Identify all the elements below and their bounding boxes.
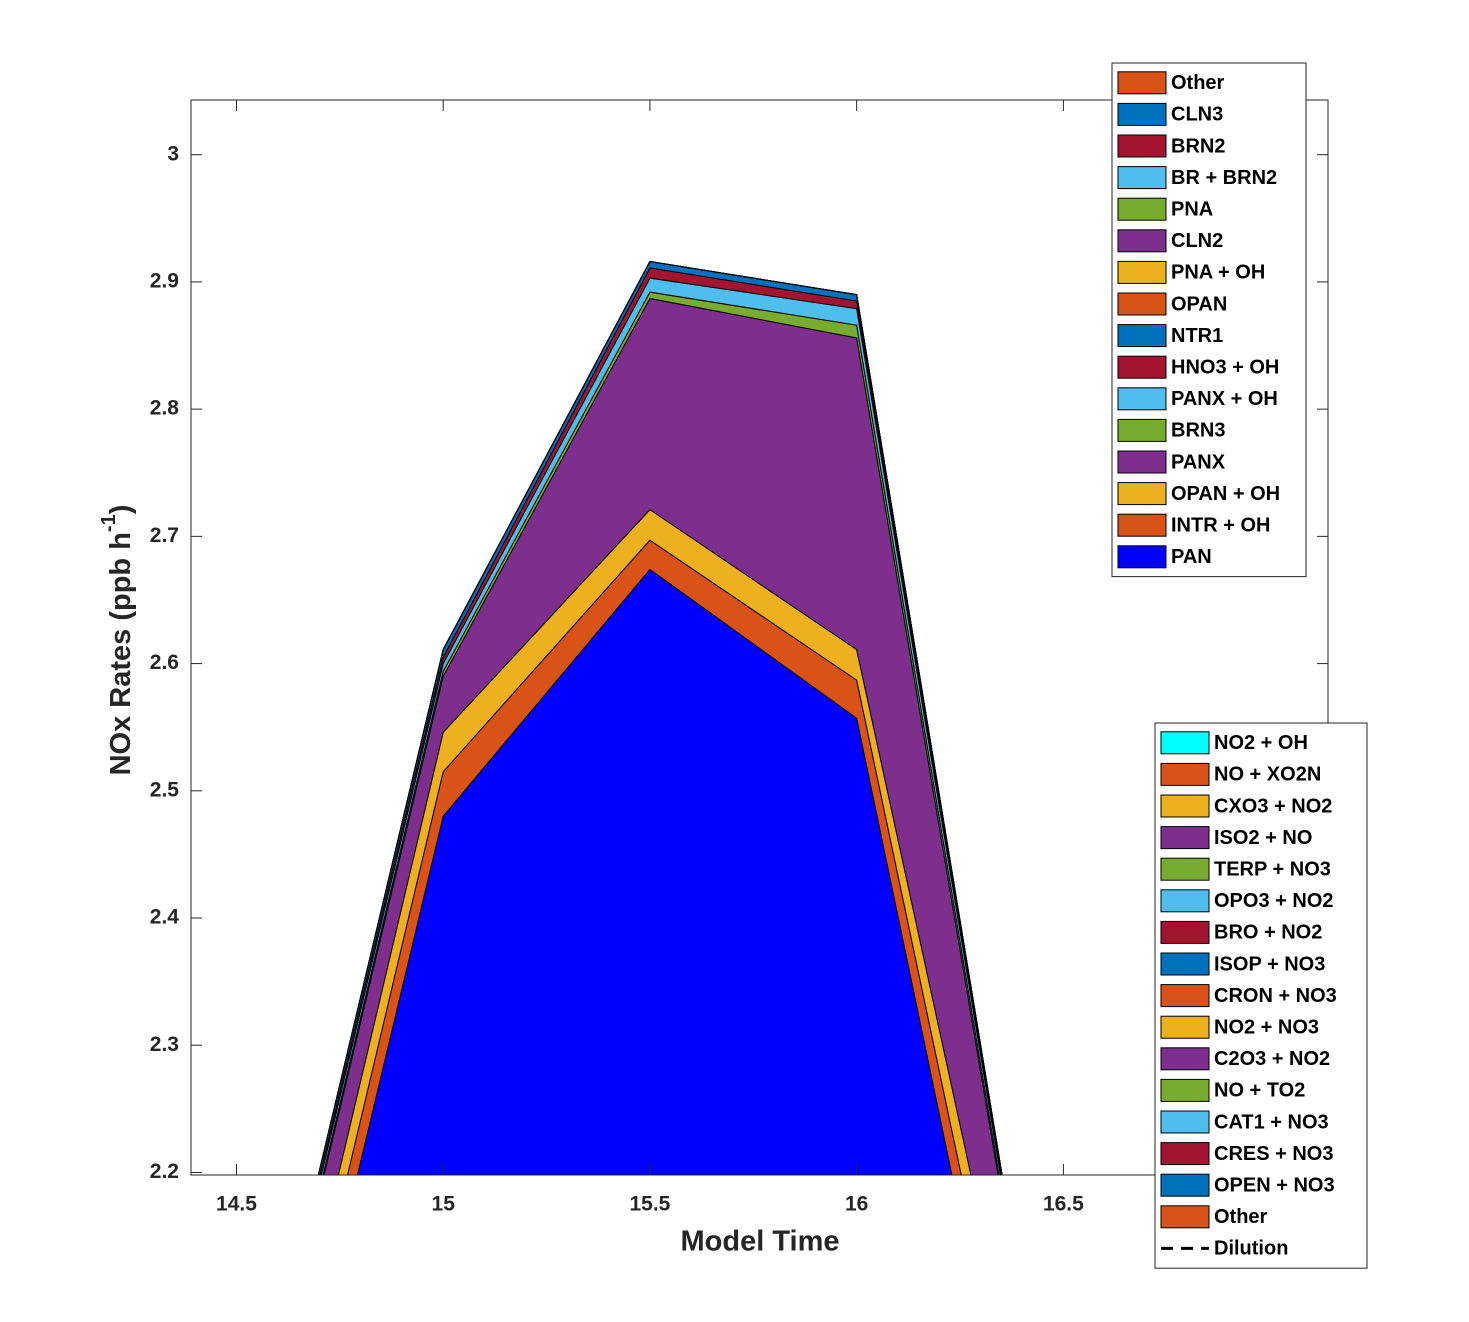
legend-swatch (1160, 762, 1210, 786)
legend-label: ISOP + NO3 (1214, 953, 1325, 975)
area (317, 261, 1003, 1175)
y-axis-label: NOx Rates (ppb h-1) (98, 505, 136, 776)
x-tick-label: 15.5 (629, 1193, 670, 1216)
legend-swatch (1117, 71, 1167, 95)
legend-swatch (1160, 889, 1210, 913)
y-tick-label: 2.3 (150, 1033, 179, 1056)
legend-label: PNA + OH (1171, 262, 1265, 284)
legend-swatch (1117, 229, 1167, 253)
legend-swatch (1117, 166, 1167, 190)
legend-swatch (1117, 324, 1167, 348)
legend-swatch (1160, 1015, 1210, 1039)
legend-swatch (1160, 1110, 1210, 1134)
legend-swatch (1160, 1205, 1210, 1229)
legend-label: Other (1214, 1206, 1268, 1228)
y-tick-label: 2.7 (150, 524, 179, 547)
x-tick-label: 16 (845, 1193, 868, 1216)
legend-label: Dilution (1214, 1238, 1288, 1260)
legend-swatch (1117, 292, 1167, 316)
legend: Other CLN3 BRN2 BR + BRN2 PNA CLN2 PNA + OH OPA… (1111, 62, 1307, 578)
legend-label: PANX (1171, 451, 1226, 473)
legend-swatch (1160, 731, 1210, 755)
legend-label: PNA (1171, 198, 1213, 220)
legend-label: BR + BRN2 (1171, 167, 1277, 189)
y-label-text: NOx Rates (ppb h (105, 532, 137, 775)
legend-swatch (1117, 387, 1167, 411)
legend-label: OPEN + NO3 (1214, 1174, 1335, 1196)
legend-swatch (1117, 102, 1167, 126)
plot-area (317, 261, 1003, 1175)
axes: 14.5 15 15.5 16 16.5 2.2 2.3 2.4 2.5 2.6 2.7 2.8 2.9… (150, 100, 1328, 1216)
legend-label: CRON + NO3 (1214, 985, 1337, 1007)
legend-swatch (1160, 794, 1210, 818)
x-tick-label: 16.5 (1043, 1193, 1084, 1216)
legend-label: OPAN + OH (1171, 483, 1280, 505)
legend-label: TERP + NO3 (1214, 858, 1331, 880)
legend-swatch (1160, 1047, 1210, 1071)
legend-label: ISO2 + NO (1214, 827, 1312, 849)
legend-label: OPAN (1171, 293, 1227, 315)
legend-swatch (1160, 857, 1210, 881)
legend-label: CXO3 + NO2 (1214, 795, 1332, 817)
legend-swatch (1160, 952, 1210, 976)
legend-swatch (1160, 1173, 1210, 1197)
legend-label: OPO3 + NO2 (1214, 890, 1334, 912)
legend-swatch (1117, 355, 1167, 379)
y-tick-label: 2.5 (150, 778, 180, 801)
legend-label: NTR1 (1171, 325, 1223, 347)
legend-label: NO2 + OH (1214, 732, 1308, 754)
y-tick-label: 2.8 (150, 397, 180, 420)
legend-swatch (1160, 1142, 1210, 1166)
legend-label: INTR + OH (1171, 514, 1270, 536)
legend-label: CAT1 + NO3 (1214, 1111, 1329, 1133)
legend-label: CLN2 (1171, 230, 1223, 252)
legend: NO2 + OH NO + XO2N CXO3 + NO2 ISO2 + NO TERP… (1154, 722, 1368, 1269)
x-axis-label: Model Time (681, 1226, 840, 1258)
legend-label: CRES + NO3 (1214, 1143, 1333, 1165)
legend-label: Other (1171, 72, 1225, 94)
legend-swatch (1160, 984, 1210, 1008)
legend-swatch (1117, 197, 1167, 221)
legend-label: BRN3 (1171, 420, 1225, 442)
axes-box (190, 99, 1329, 1176)
legend-label: NO2 + NO3 (1214, 1016, 1319, 1038)
y-tick-label: 2.2 (150, 1160, 179, 1183)
legend-swatch (1160, 826, 1210, 850)
y-label-suffix: ) (105, 505, 137, 515)
legend-swatch (1117, 418, 1167, 442)
legend-label: NO + XO2N (1214, 764, 1321, 786)
legend-swatch (1117, 482, 1167, 506)
x-tick-label: 14.5 (216, 1193, 257, 1216)
y-label-superscript: -1 (98, 514, 120, 532)
legend-label: CLN3 (1171, 104, 1223, 126)
y-tick-label: 2.4 (150, 906, 180, 929)
legend-label: HNO3 + OH (1171, 356, 1279, 378)
y-tick-label: 2.6 (150, 651, 179, 674)
legend-label: NO + TO2 (1214, 1080, 1305, 1102)
y-tick-label: 3 (167, 142, 179, 165)
legend-label: PAN (1171, 546, 1212, 568)
x-tick-label: 15 (432, 1193, 456, 1216)
legend-swatch (1160, 920, 1210, 944)
legend-swatch (1117, 450, 1167, 474)
legend-label: BRO + NO2 (1214, 922, 1322, 944)
legend-label: PANX + OH (1171, 388, 1278, 410)
legend-swatch (1117, 134, 1167, 158)
legend-label: BRN2 (1171, 135, 1225, 157)
y-tick-label: 2.9 (150, 269, 179, 292)
legend-swatch (1160, 1078, 1210, 1102)
legend-swatch (1117, 260, 1167, 284)
legend-swatch (1117, 545, 1167, 569)
legend-label: C2O3 + NO2 (1214, 1048, 1330, 1070)
legend-swatch (1117, 513, 1167, 537)
